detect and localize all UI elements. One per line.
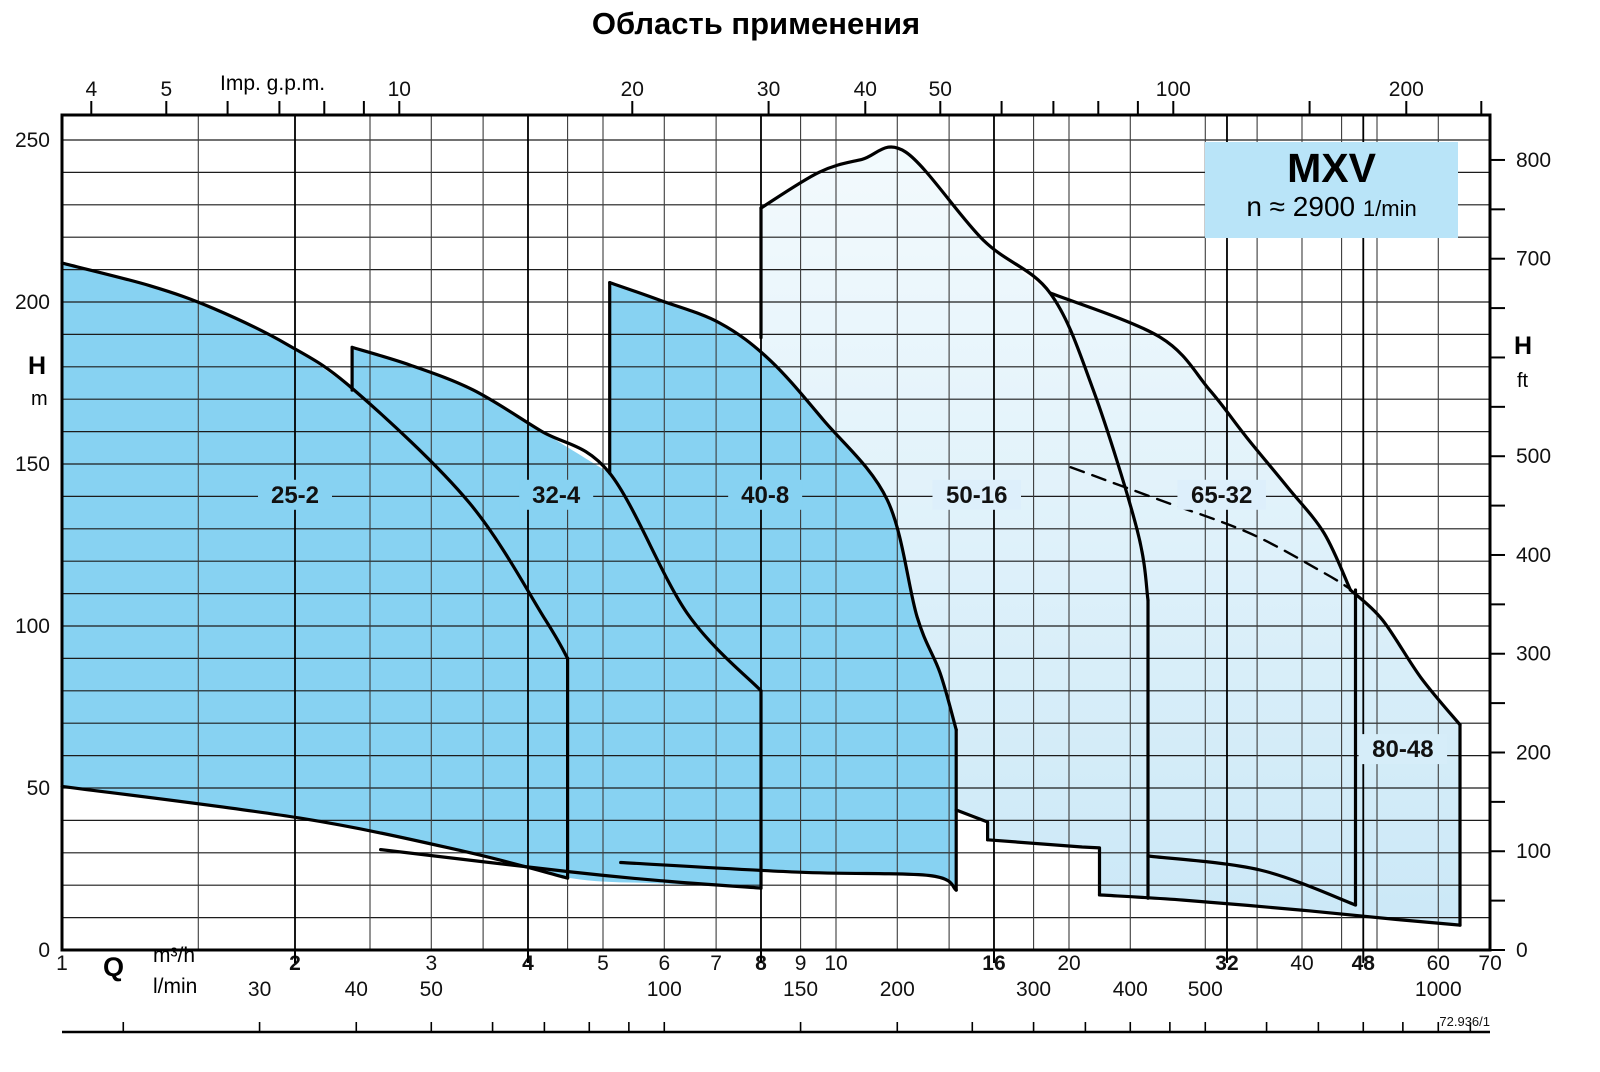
svg-text:3: 3: [425, 952, 437, 975]
svg-text:10: 10: [824, 952, 847, 975]
region-label-40-8: 40-8: [741, 482, 789, 509]
right-axis-unit: ft: [1517, 370, 1529, 392]
pump-series-name: MXV: [1287, 145, 1376, 191]
svg-text:1: 1: [56, 952, 68, 975]
curve-40-8-top: [608, 281, 958, 732]
svg-text:40: 40: [854, 78, 877, 101]
region-label-65-32: 65-32: [1191, 482, 1252, 509]
svg-text:800: 800: [1516, 149, 1551, 172]
svg-text:9: 9: [795, 952, 807, 975]
svg-text:500: 500: [1516, 445, 1551, 468]
svg-text:700: 700: [1516, 248, 1551, 271]
left-axis-unit: m: [31, 388, 48, 410]
svg-text:30: 30: [757, 78, 780, 101]
svg-text:20: 20: [1057, 952, 1080, 975]
svg-text:0: 0: [38, 939, 50, 962]
region-label-25-2: 25-2: [271, 482, 319, 509]
top-axis-unit-label: Imp. g.p.m.: [220, 72, 326, 95]
left-axis-label: H: [28, 352, 47, 380]
curve-25-2-bottom: [60, 784, 570, 880]
svg-text:0: 0: [1516, 939, 1528, 962]
svg-text:100: 100: [1516, 840, 1551, 863]
svg-text:200: 200: [1516, 741, 1551, 764]
flow-axis-unit-m3h: m³/h: [153, 944, 195, 967]
svg-text:70: 70: [1478, 952, 1501, 975]
pump-speed: n ≈ 2900 1/min: [1205, 192, 1458, 224]
curve-80-48-top: [1348, 588, 1462, 727]
svg-text:150: 150: [783, 978, 818, 1001]
drawing-number: 72.936/1: [1439, 1014, 1490, 1029]
svg-text:400: 400: [1516, 544, 1551, 567]
svg-text:100: 100: [1156, 78, 1191, 101]
svg-text:16: 16: [982, 952, 1005, 975]
curve-65-32-bottom-a: [986, 838, 1102, 897]
svg-text:250: 250: [15, 129, 50, 152]
region-label-bg-65-32: [1177, 479, 1266, 510]
curve-65-32-bottom-b: [1146, 854, 1358, 907]
svg-text:150: 150: [15, 453, 50, 476]
pump-speed-unit: 1/min: [1362, 196, 1417, 221]
svg-text:1000: 1000: [1415, 978, 1462, 1001]
region-label-bg-25-2: [257, 479, 332, 510]
region-fill-dark: [62, 263, 957, 891]
svg-text:40: 40: [345, 978, 368, 1001]
svg-text:400: 400: [1113, 978, 1148, 1001]
region-label-bg-80-48: [1358, 734, 1448, 765]
svg-text:200: 200: [15, 291, 50, 314]
region-label-32-4: 32-4: [532, 482, 581, 509]
svg-text:200: 200: [880, 978, 915, 1001]
curve-80-48-top-hidden: [1069, 466, 1352, 591]
svg-text:50: 50: [420, 978, 443, 1001]
region-label-bg-50-16: [932, 479, 1021, 510]
svg-text:48: 48: [1352, 952, 1376, 975]
svg-text:300: 300: [1516, 643, 1551, 666]
flow-axis-unit-lmin: l/min: [153, 975, 198, 998]
curve-80-48-bottom: [1097, 893, 1462, 927]
svg-text:32: 32: [1215, 952, 1238, 975]
svg-text:100: 100: [647, 978, 682, 1001]
region-label-50-16: 50-16: [946, 482, 1007, 509]
series-legend-box: MXV n ≈ 2900 1/min: [1205, 142, 1458, 238]
svg-text:2: 2: [289, 952, 301, 975]
svg-text:40: 40: [1290, 952, 1313, 975]
svg-text:50: 50: [27, 777, 50, 800]
curve-50-16-bottom: [954, 808, 990, 842]
svg-text:60: 60: [1427, 952, 1450, 975]
region-label-bg-32-4: [519, 479, 594, 510]
curve-32-4-bottom: [379, 848, 763, 890]
svg-text:20: 20: [621, 78, 644, 101]
curve-40-8-bottom: [619, 860, 958, 892]
svg-text:5: 5: [597, 952, 609, 975]
curve-25-2-top: [60, 261, 570, 660]
region-label-bg-40-8: [728, 479, 803, 510]
right-axis-label: H: [1514, 332, 1533, 360]
svg-text:50: 50: [929, 78, 952, 101]
svg-text:300: 300: [1016, 978, 1051, 1001]
svg-text:7: 7: [710, 952, 722, 975]
pump-speed-value: n ≈ 2900: [1246, 191, 1356, 222]
region-label-80-48: 80-48: [1372, 736, 1433, 763]
svg-text:10: 10: [388, 78, 411, 101]
curve-50-16-top: [759, 145, 1150, 602]
svg-text:8: 8: [755, 952, 767, 975]
curve-32-4-top: [350, 345, 763, 693]
chart-title: Область применения: [591, 6, 921, 41]
svg-text:6: 6: [658, 952, 670, 975]
svg-text:500: 500: [1188, 978, 1223, 1001]
svg-text:100: 100: [15, 615, 50, 638]
svg-text:200: 200: [1389, 78, 1424, 101]
svg-text:4: 4: [85, 78, 97, 101]
flow-axis-label: Q: [103, 952, 125, 982]
svg-text:4: 4: [522, 952, 534, 975]
svg-text:5: 5: [160, 78, 172, 101]
curve-65-32-top: [1048, 291, 1352, 592]
svg-text:30: 30: [248, 978, 271, 1001]
